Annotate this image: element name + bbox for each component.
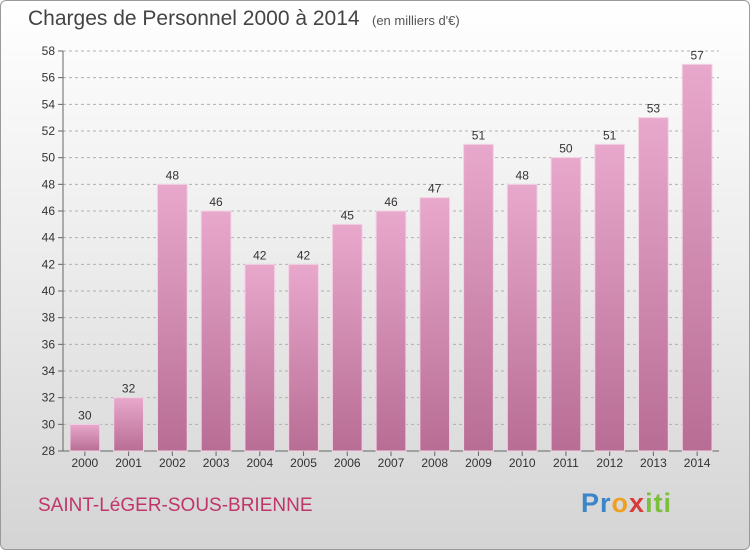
bar-value-label: 47 xyxy=(428,182,442,196)
x-tick-label: 2012 xyxy=(596,456,623,470)
y-tick-label: 52 xyxy=(42,124,56,138)
bar-value-label: 51 xyxy=(603,128,617,142)
x-tick-label: 2004 xyxy=(246,456,273,470)
y-tick-label: 32 xyxy=(42,391,56,405)
y-tick-label: 50 xyxy=(42,151,56,165)
bar-value-label: 32 xyxy=(122,382,136,396)
bar-value-label: 46 xyxy=(384,195,398,209)
bar-value-label: 46 xyxy=(209,195,223,209)
y-tick-label: 44 xyxy=(42,231,56,245)
y-tick-label: 48 xyxy=(42,177,56,191)
y-tick-label: 38 xyxy=(42,311,56,325)
x-tick-label: 2013 xyxy=(640,456,667,470)
bar-value-label: 50 xyxy=(559,142,573,156)
bar-value-label: 48 xyxy=(516,168,530,182)
chart-title: Charges de Personnel 2000 à 2014 xyxy=(28,7,360,30)
x-tick-label: 2009 xyxy=(465,456,492,470)
y-tick-label: 34 xyxy=(42,364,56,378)
bar-2009 xyxy=(463,143,494,452)
bar-2005 xyxy=(288,263,319,452)
x-tick-label: 2014 xyxy=(684,456,711,470)
bar-2013 xyxy=(638,117,669,452)
y-tick-label: 46 xyxy=(42,204,56,218)
bar-2014 xyxy=(681,63,713,452)
bar-value-label: 45 xyxy=(341,208,355,222)
y-tick-label: 54 xyxy=(42,97,56,111)
x-tick-label: 2006 xyxy=(334,456,361,470)
y-tick-label: 36 xyxy=(42,337,56,351)
bar-2007 xyxy=(375,210,407,452)
chart-subtitle: (en milliers d'€) xyxy=(372,13,460,28)
x-tick-label: 2007 xyxy=(378,456,405,470)
x-tick-label: 2010 xyxy=(509,456,536,470)
x-tick-label: 2000 xyxy=(72,456,99,470)
bar-value-label: 42 xyxy=(297,248,311,262)
bar-2003 xyxy=(200,210,232,452)
y-tick-label: 28 xyxy=(42,444,56,458)
bar-2004 xyxy=(244,263,276,452)
bar-2008 xyxy=(419,197,451,452)
y-tick-label: 42 xyxy=(42,257,56,271)
bar-value-label: 48 xyxy=(166,168,180,182)
x-tick-label: 2005 xyxy=(290,456,317,470)
bar-2010 xyxy=(506,183,538,452)
bar-2000 xyxy=(69,423,101,452)
x-tick-label: 2011 xyxy=(553,456,579,470)
bar-value-label: 30 xyxy=(78,408,92,422)
x-tick-label: 2003 xyxy=(203,456,230,470)
proxiti-logo: Proxiti xyxy=(581,488,673,518)
x-tick-label: 2008 xyxy=(421,456,448,470)
y-tick-label: 30 xyxy=(42,417,56,431)
x-tick-label: 2001 xyxy=(115,456,142,470)
bar-2012 xyxy=(594,143,626,452)
y-tick-label: 56 xyxy=(42,71,56,85)
bar-2002 xyxy=(156,183,188,452)
y-tick-label: 40 xyxy=(42,284,56,298)
bar-2006 xyxy=(331,223,363,452)
bar-2001 xyxy=(113,397,144,452)
bar-value-label: 53 xyxy=(647,102,661,116)
bar-value-label: 42 xyxy=(253,248,267,262)
bar-value-label: 51 xyxy=(472,128,486,142)
y-tick-label: 58 xyxy=(42,44,56,58)
bar-value-label: 57 xyxy=(690,48,704,62)
place-name: SAINT-LéGER-SOUS-BRIENNE xyxy=(38,495,313,516)
x-tick-label: 2002 xyxy=(159,456,186,470)
bar-2011 xyxy=(550,157,582,452)
